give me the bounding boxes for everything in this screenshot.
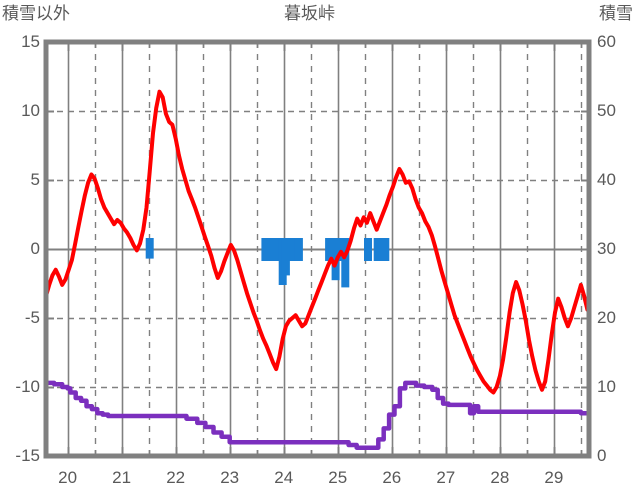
y-axis-tick-label-left: 5	[30, 170, 40, 189]
y-axis-tick-label-right: 30	[597, 239, 616, 258]
right-axis-title: 積雪	[599, 4, 633, 23]
y-axis-tick-label-left: -15	[15, 446, 40, 465]
x-axis-tick-label: 21	[112, 468, 132, 487]
chart-title: 暮坂峠	[284, 4, 335, 23]
precipitation-bar	[285, 238, 294, 261]
precipitation-bar	[294, 238, 303, 261]
x-axis-tick-label: 25	[328, 468, 348, 487]
y-axis-tick-label-right: 40	[597, 170, 616, 189]
x-axis-tick-label: 28	[490, 468, 510, 487]
precipitation-bar	[381, 238, 390, 261]
y-axis-tick-label-left: 10	[21, 101, 40, 120]
y-axis-tick-label-left: 0	[30, 239, 40, 258]
y-axis-tick-label-left: -10	[15, 377, 40, 396]
snow-depth-line	[43, 380, 590, 450]
y-axis-tick-label-right: 50	[597, 101, 616, 120]
y-axis-tick-label-right: 0	[597, 446, 607, 465]
y-axis-tick-label-right: 20	[597, 308, 616, 327]
y-axis-tick-label-left: -5	[24, 308, 40, 327]
y-axis-tick-label-right: 60	[597, 32, 616, 51]
x-axis-tick-label: 24	[274, 468, 294, 487]
x-axis-tick-label: 29	[544, 468, 564, 487]
x-axis-tick-label: 27	[436, 468, 456, 487]
precipitation-bar	[373, 238, 382, 261]
precipitation-bar	[145, 238, 154, 259]
precipitation-bar	[364, 238, 372, 261]
x-axis-tick-label: 23	[220, 468, 240, 487]
left-axis-title: 積雪以外	[2, 4, 70, 23]
precipitation-bar	[341, 238, 350, 288]
y-axis-tick-label-left: 15	[21, 32, 40, 51]
x-axis-tick-label: 26	[382, 468, 402, 487]
x-axis-tick-label: 22	[166, 468, 186, 487]
x-axis-tick-label: 20	[58, 468, 78, 487]
temperature-line	[44, 89, 590, 395]
precipitation-bar	[274, 238, 283, 261]
y-axis-tick-label-right: 10	[597, 377, 616, 396]
